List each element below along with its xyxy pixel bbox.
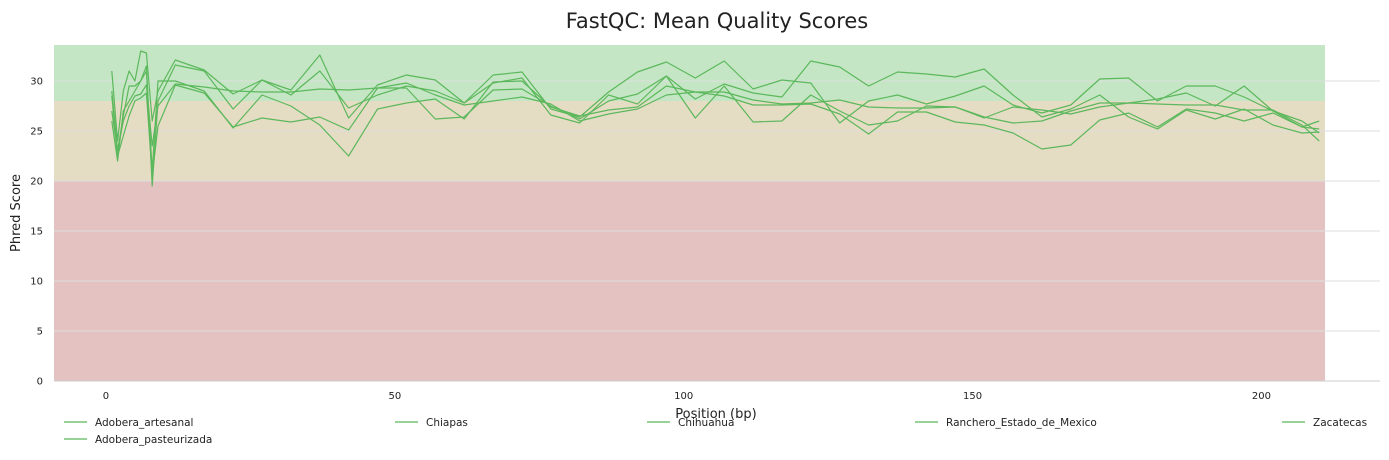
- series-line-ranchero-estado-de-mexico: [111, 75, 1320, 177]
- series-line-adobera-pasteurizada: [111, 60, 1320, 187]
- quality-zone-1: [54, 101, 1325, 181]
- legend-item-adobera-pasteurizada: Adobera_pasteurizada: [64, 434, 212, 446]
- y-axis-ticks: 0 5 10 15 20 25 30: [30, 77, 43, 388]
- y-tick-label-20: 20: [30, 177, 43, 188]
- x-tick-label-0: 0: [103, 391, 109, 402]
- x-tick-label-150: 150: [963, 391, 982, 402]
- legend-item-ranchero-estado-de-mexico: Ranchero_Estado_de_Mexico: [915, 417, 1097, 429]
- series-lines: [111, 50, 1320, 187]
- legend-item-chiapas: Chiapas: [395, 417, 468, 429]
- x-tick-label-200: 200: [1252, 391, 1271, 402]
- series-line-zacatecas: [111, 82, 1320, 152]
- x-axis-ticks: 0 50 100 150 200: [103, 391, 1271, 402]
- chart-title: FastQC: Mean Quality Scores: [566, 9, 869, 33]
- x-tick-label-50: 50: [388, 391, 401, 402]
- legend-label: Zacatecas: [1313, 417, 1367, 429]
- legend-item-adobera-artesanal: Adobera_artesanal: [64, 417, 193, 429]
- x-tick-label-100: 100: [674, 391, 693, 402]
- legend-label: Ranchero_Estado_de_Mexico: [946, 417, 1097, 429]
- series-line-adobera-artesanal: [111, 50, 1320, 142]
- y-tick-label-10: 10: [30, 277, 43, 288]
- legend-label: Chiapas: [426, 417, 468, 429]
- legend: Adobera_artesanal Adobera_pasteurizada Chi…: [64, 417, 1367, 446]
- y-tick-label-5: 5: [37, 327, 43, 338]
- legend-label: Adobera_artesanal: [95, 417, 193, 429]
- legend-label: Chihuahua: [678, 417, 734, 429]
- y-tick-label-0: 0: [37, 377, 43, 388]
- y-tick-label-25: 25: [30, 127, 43, 138]
- series-line-chiapas: [111, 70, 1320, 172]
- grid-lines: [54, 80, 1380, 382]
- y-tick-label-15: 15: [30, 227, 43, 238]
- x-axis-label: Position (bp): [675, 407, 756, 422]
- y-tick-label-30: 30: [30, 77, 43, 88]
- legend-item-chihuahua: Chihuahua: [647, 417, 734, 429]
- legend-label: Adobera_pasteurizada: [95, 434, 212, 446]
- legend-item-zacatecas: Zacatecas: [1282, 417, 1367, 429]
- y-axis-label: Phred Score: [9, 174, 24, 252]
